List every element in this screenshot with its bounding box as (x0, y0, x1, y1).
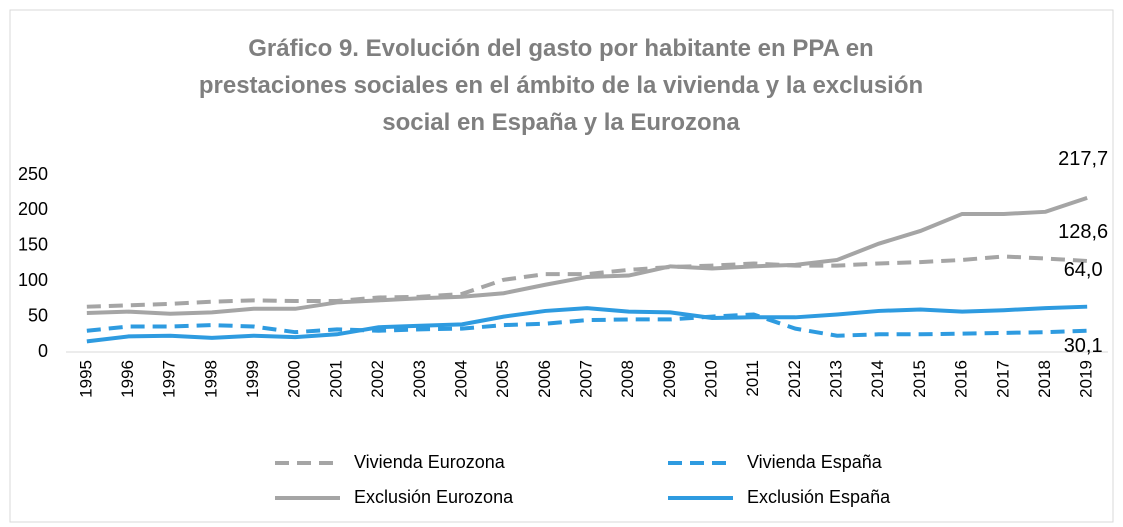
x-tick-label: 2000 (285, 360, 304, 398)
x-tick-label: 2007 (576, 360, 595, 398)
x-tick-label: 2005 (493, 360, 512, 398)
y-tick-label: 150 (18, 235, 48, 255)
x-tick-label: 1997 (160, 360, 179, 398)
frame (9, 9, 1114, 523)
data-label: 64,0 (1064, 259, 1103, 281)
x-tick-label: 1996 (118, 360, 137, 398)
legend-label: Vivienda Eurozona (354, 452, 506, 472)
x-tick-label: 2003 (410, 360, 429, 398)
y-tick-label: 200 (18, 199, 48, 219)
y-tick-label: 100 (18, 270, 48, 290)
x-tick-label: 2018 (1035, 360, 1054, 398)
legend-label: Exclusión España (747, 487, 891, 507)
series-line (86, 254, 1088, 309)
x-tick-label: 2016 (952, 360, 971, 398)
x-tick-label: 2013 (827, 360, 846, 398)
series-line (86, 195, 1088, 316)
x-tick-label: 1995 (76, 360, 95, 398)
x-tick-label: 2008 (618, 360, 637, 398)
y-tick-label: 250 (18, 164, 48, 184)
data-label: 30,1 (1064, 335, 1103, 357)
x-tick-label: 2015 (910, 360, 929, 398)
x-tick-label: 2019 (1077, 360, 1096, 398)
chart-title: Gráfico 9. Evolución del gasto por habit… (198, 35, 924, 136)
x-tick-label: 2010 (702, 360, 721, 398)
x-tick-label: 2004 (451, 360, 470, 398)
legend-label: Vivienda España (747, 452, 883, 472)
x-tick-label: 2009 (660, 360, 679, 398)
x-tick-label: 2006 (535, 360, 554, 398)
x-tick-label: 2012 (785, 360, 804, 398)
y-tick-label: 0 (38, 341, 48, 361)
x-tick-label: 2014 (868, 360, 887, 398)
x-tick-label: 1998 (201, 360, 220, 398)
data-label: 128,6 (1058, 221, 1108, 243)
data-label: 217,7 (1058, 148, 1108, 170)
x-tick-label: 2001 (326, 360, 345, 398)
x-tick-label: 1999 (243, 360, 262, 398)
series-line (86, 312, 1088, 338)
legend-label: Exclusión Eurozona (354, 487, 514, 507)
x-tick-label: 2002 (368, 360, 387, 398)
y-tick-label: 50 (28, 305, 48, 325)
x-tick-label: 2017 (993, 360, 1012, 398)
series-line (86, 304, 1088, 344)
x-tick-label: 2011 (743, 360, 762, 397)
